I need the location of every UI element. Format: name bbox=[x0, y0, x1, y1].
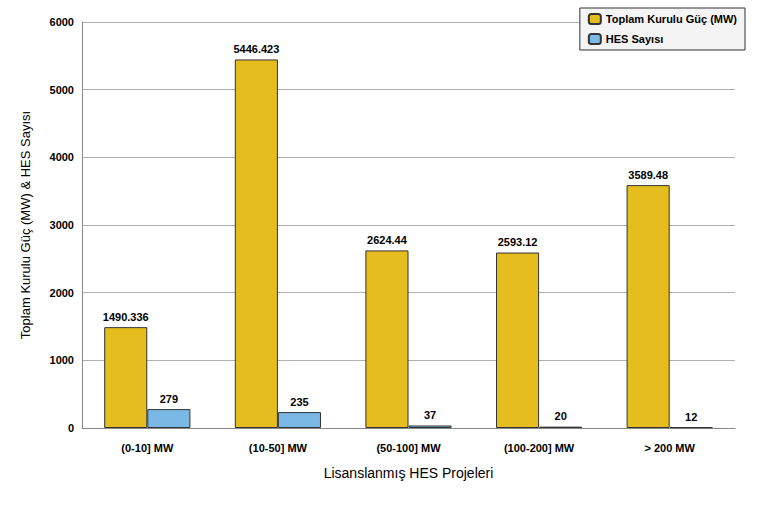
svg-text:0: 0 bbox=[68, 422, 74, 434]
svg-text:1490.336: 1490.336 bbox=[103, 311, 149, 323]
svg-text:279: 279 bbox=[160, 393, 178, 405]
svg-text:(100-200] MW: (100-200] MW bbox=[504, 442, 575, 454]
svg-text:2000: 2000 bbox=[50, 287, 74, 299]
svg-text:6000: 6000 bbox=[50, 16, 74, 28]
svg-text:5000: 5000 bbox=[50, 84, 74, 96]
svg-text:4000: 4000 bbox=[50, 151, 74, 163]
svg-text:> 200 MW: > 200 MW bbox=[644, 442, 695, 454]
svg-text:12: 12 bbox=[685, 411, 697, 423]
svg-text:2624.44: 2624.44 bbox=[367, 234, 408, 246]
svg-text:3589.48: 3589.48 bbox=[628, 169, 668, 181]
svg-text:Lisanslanmış HES Projeleri: Lisanslanmış HES Projeleri bbox=[324, 465, 494, 481]
svg-text:Toplam Kurulu Güç (MW) & HES S: Toplam Kurulu Güç (MW) & HES Sayısı bbox=[18, 111, 33, 339]
svg-text:5446.423: 5446.423 bbox=[233, 43, 279, 55]
svg-text:37: 37 bbox=[424, 409, 436, 421]
svg-text:2593.12: 2593.12 bbox=[498, 236, 538, 248]
svg-text:1000: 1000 bbox=[50, 354, 74, 366]
svg-text:(0-10] MW: (0-10] MW bbox=[121, 442, 174, 454]
svg-text:Toplam Kurulu Güç (MW): Toplam Kurulu Güç (MW) bbox=[606, 13, 738, 25]
svg-text:(10-50] MW: (10-50] MW bbox=[249, 442, 308, 454]
svg-text:(50-100] MW: (50-100] MW bbox=[376, 442, 441, 454]
svg-text:HES Sayısı: HES Sayısı bbox=[606, 33, 663, 45]
svg-text:235: 235 bbox=[290, 396, 308, 408]
svg-text:3000: 3000 bbox=[50, 219, 74, 231]
svg-text:20: 20 bbox=[555, 410, 567, 422]
